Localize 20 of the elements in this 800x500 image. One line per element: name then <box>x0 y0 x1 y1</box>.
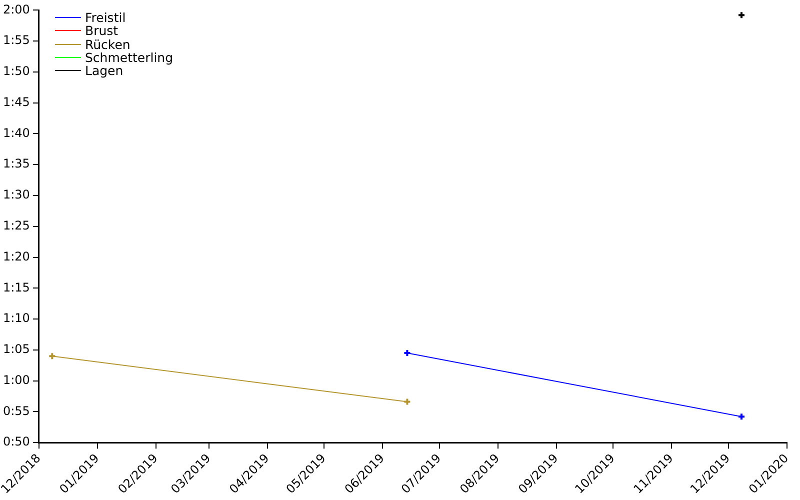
y-tick-label: 1:20 <box>2 249 30 264</box>
legend-label: Rücken <box>85 36 130 52</box>
y-tick-label: 0:50 <box>2 434 30 449</box>
y-tick-label: 1:10 <box>2 311 30 326</box>
legend-label: Schmetterling <box>85 50 174 65</box>
y-tick-label: 2:00 <box>2 2 30 16</box>
legend-label: Lagen <box>85 63 124 78</box>
legend-label: Freistil <box>85 10 126 25</box>
y-tick-label: 1:15 <box>2 280 30 294</box>
y-tick-label: 1:30 <box>2 188 30 202</box>
y-tick-label: 1:45 <box>2 94 30 109</box>
y-tick-label: 1:05 <box>2 342 30 356</box>
y-tick-label: 1:50 <box>2 64 30 78</box>
y-tick-label: 1:40 <box>2 126 30 140</box>
y-tick-label: 1:55 <box>2 33 30 48</box>
y-tick-label: 1:00 <box>2 372 30 387</box>
y-tick-label: 0:55 <box>2 404 30 418</box>
y-tick-label: 1:35 <box>2 156 30 171</box>
legend-label: Brust <box>85 23 118 38</box>
y-tick-label: 1:25 <box>2 218 30 233</box>
